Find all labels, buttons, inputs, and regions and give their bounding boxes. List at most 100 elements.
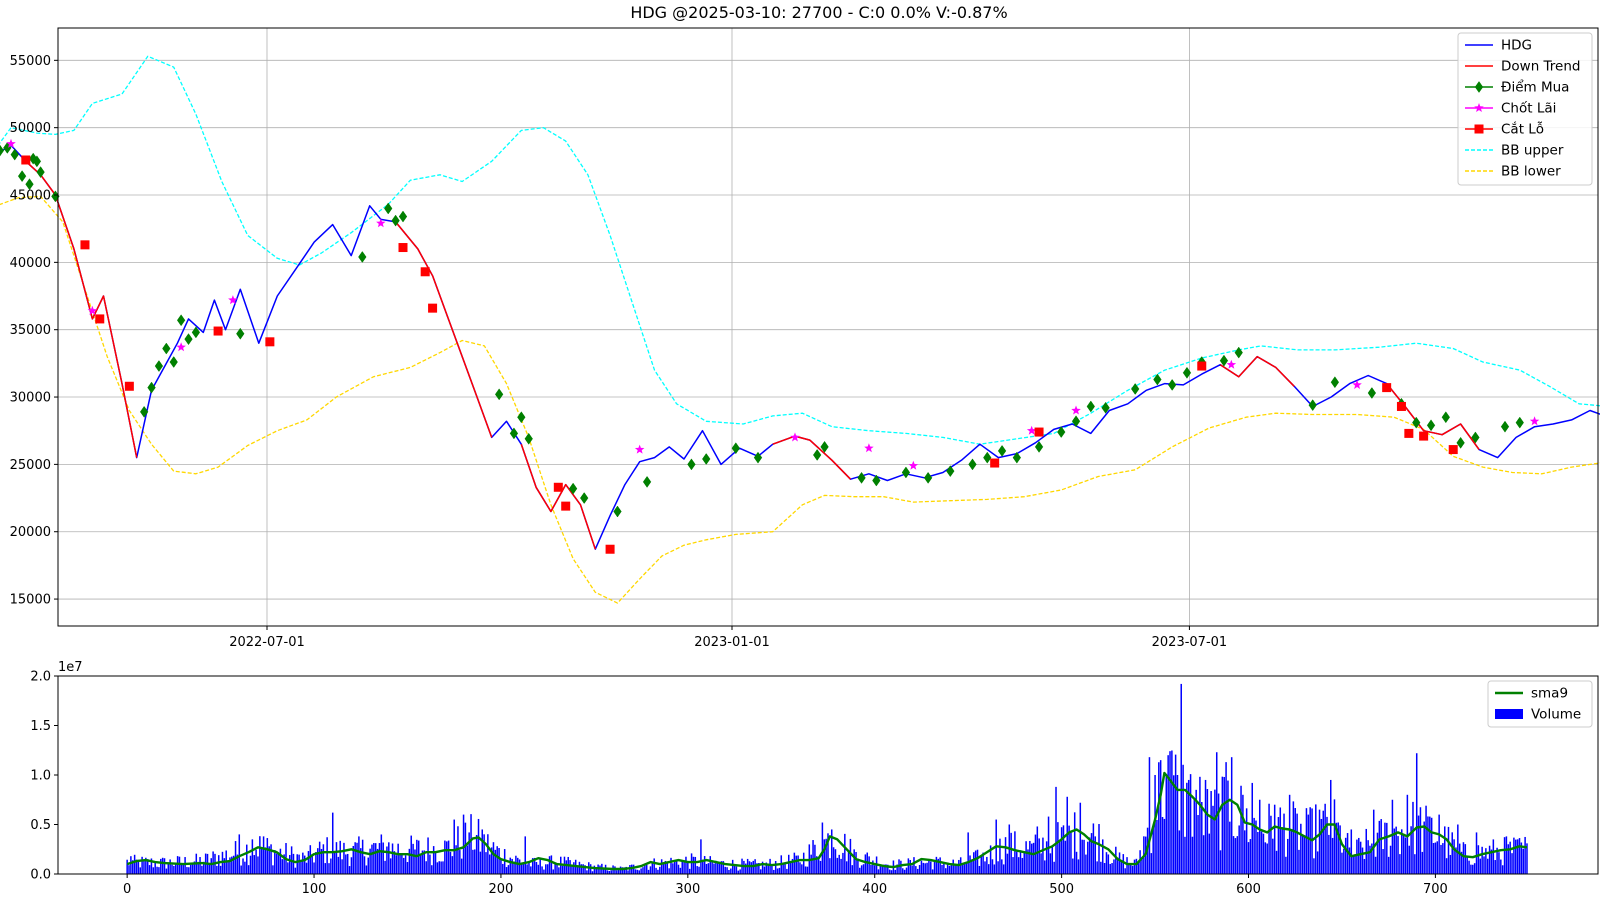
volume-bar: [1116, 857, 1119, 874]
volume-bar: [262, 836, 265, 874]
volume-bar: [1055, 786, 1057, 874]
legend-label: Điểm Mua: [1501, 79, 1569, 96]
volume-bar: [1109, 863, 1111, 874]
volume-bar: [1432, 843, 1435, 874]
volume-bar: [887, 864, 889, 874]
volume-bar: [578, 861, 581, 874]
volume-bar: [1330, 779, 1332, 874]
volume-bar: [543, 869, 545, 874]
volume-bar: [1245, 808, 1248, 874]
volume-bar: [1016, 851, 1018, 874]
volume-bar: [468, 832, 470, 874]
volume-bar: [459, 850, 461, 874]
volume-bar: [434, 853, 437, 874]
volume-bar: [1045, 841, 1048, 874]
volume-bar: [507, 865, 510, 874]
volume-bar: [1210, 791, 1212, 874]
volume-bar: [1072, 858, 1074, 874]
stop-loss-marker: [80, 240, 90, 250]
volume-bar: [707, 863, 710, 874]
buy-marker: [642, 475, 652, 488]
volume-bar: [1047, 816, 1050, 874]
volume-bar: [1434, 842, 1437, 874]
volume-bar: [1124, 868, 1126, 874]
volume-bar: [851, 865, 854, 874]
y-tick-label: 30000: [10, 391, 51, 406]
volume-bar: [1044, 860, 1046, 874]
volume-bar: [647, 869, 650, 874]
buy-marker: [1168, 378, 1177, 391]
volume-bar: [178, 856, 181, 874]
volume-bar: [1113, 859, 1115, 874]
volume-bar: [937, 858, 940, 874]
volume-bar: [1415, 753, 1418, 874]
volume-bar: [1088, 837, 1091, 874]
volume-bar: [802, 852, 805, 874]
volume-bar: [524, 836, 526, 874]
volume-bar: [722, 861, 725, 874]
volume-bar: [930, 861, 932, 874]
vol-x-tick-label: 200: [489, 882, 514, 897]
volume-bar: [1419, 807, 1422, 874]
volume-bar: [595, 869, 597, 874]
volume-bar: [1131, 865, 1134, 874]
volume-bar: [890, 870, 893, 874]
volume-bar: [773, 869, 775, 874]
volume-bar: [636, 869, 639, 874]
volume-bar: [490, 847, 493, 874]
volume-bar: [275, 853, 278, 874]
volume-bar: [737, 870, 740, 874]
volume-bar: [679, 867, 682, 874]
volume-bar: [1447, 826, 1450, 874]
volume-bar: [617, 869, 620, 874]
volume-bar: [302, 852, 304, 874]
volume-bar: [1363, 858, 1366, 874]
buy-marker: [162, 342, 171, 355]
volume-bar: [444, 840, 446, 874]
volume-bar: [907, 858, 910, 874]
volume-bar: [847, 850, 850, 874]
volume-bar: [156, 866, 158, 874]
volume-bar: [1133, 859, 1136, 874]
volume-bar: [419, 855, 422, 874]
volume-bar: [915, 866, 917, 874]
volume-bar: [238, 834, 241, 874]
volume-bar: [745, 863, 747, 874]
stop-loss-marker: [1396, 401, 1406, 411]
volume-bar: [573, 862, 575, 874]
volume-bar: [249, 855, 252, 874]
volume-bar: [1128, 862, 1130, 874]
volume-bar: [716, 863, 719, 874]
volume-bar: [1479, 858, 1482, 874]
legend-label: Down Trend: [1501, 59, 1581, 75]
volume-bar: [1404, 837, 1407, 874]
volume-bar: [171, 864, 173, 874]
take-profit-marker: [790, 432, 800, 442]
buy-marker: [191, 326, 201, 339]
buy-marker: [169, 356, 178, 368]
volume-bar: [1193, 798, 1196, 874]
buy-marker: [524, 432, 533, 445]
volume-bar: [341, 859, 343, 874]
volume-bar: [696, 866, 698, 874]
volume-bar: [756, 863, 758, 874]
volume-bar: [406, 862, 409, 874]
volume-bar: [670, 857, 672, 874]
volume-bar: [1288, 794, 1291, 874]
volume-bar: [1328, 834, 1330, 874]
volume-bar: [1101, 839, 1104, 874]
y-tick-label: 50000: [10, 121, 51, 136]
volume-bar: [702, 859, 704, 874]
volume-bar: [414, 849, 416, 874]
volume-bar: [345, 854, 347, 874]
volume-bar: [1096, 861, 1098, 874]
volume-bar: [795, 855, 797, 874]
volume-bar: [412, 843, 414, 874]
volume-bar: [208, 863, 211, 874]
buy-marker: [1441, 411, 1450, 424]
volume-bar: [1464, 844, 1467, 874]
volume-bar: [283, 854, 285, 874]
volume-bar: [608, 871, 611, 874]
volume-bar: [956, 865, 958, 874]
volume-bar: [1453, 839, 1455, 874]
